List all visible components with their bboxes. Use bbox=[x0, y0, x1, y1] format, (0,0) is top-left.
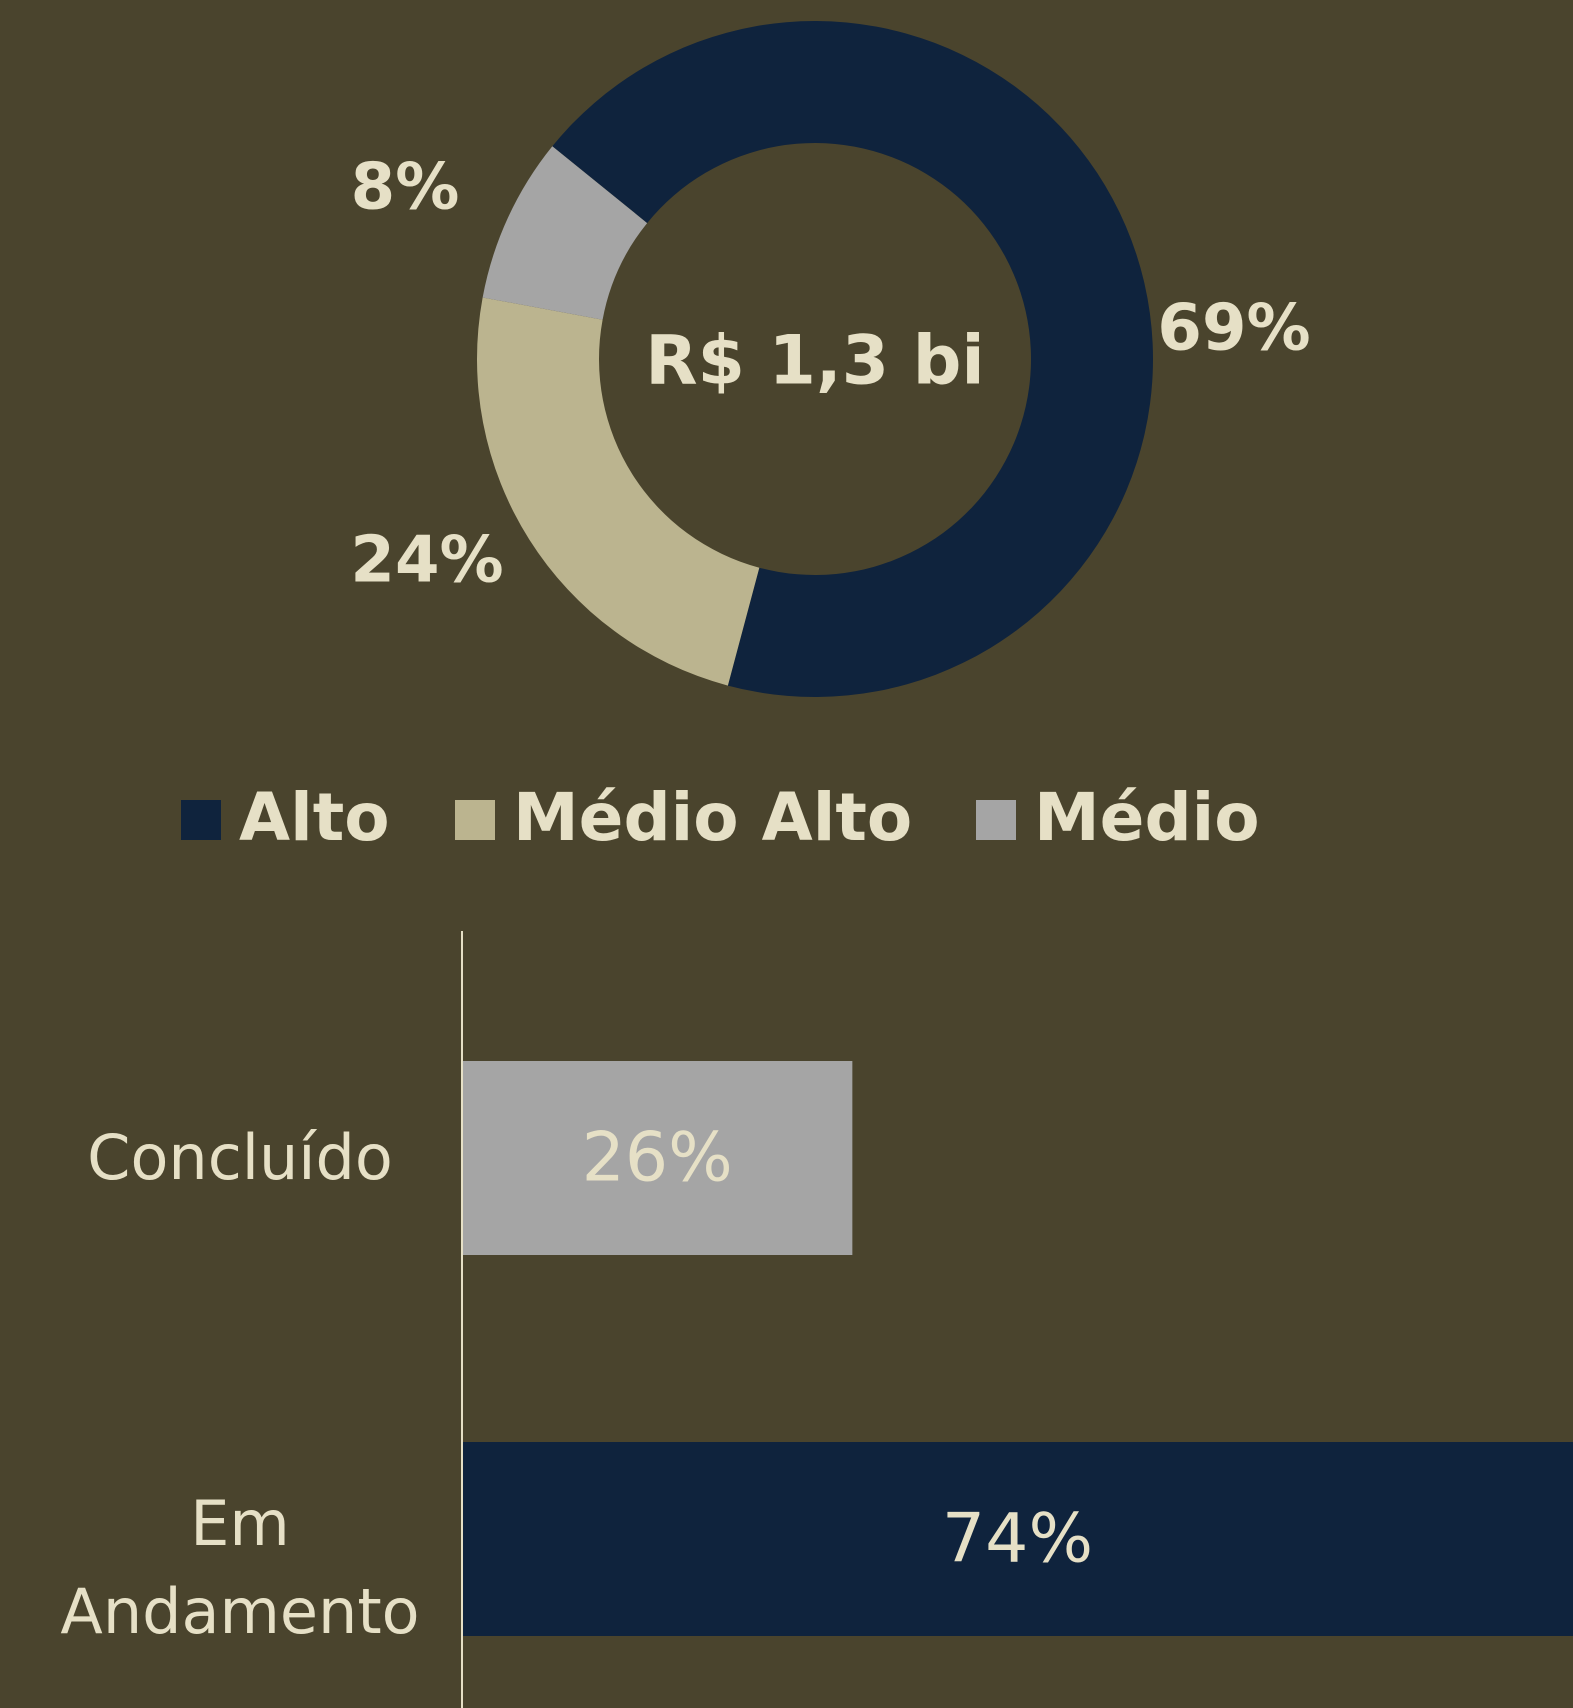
data-label: 69% bbox=[1157, 292, 1310, 366]
data-label: 8% bbox=[351, 151, 460, 225]
legend-label: Médio Alto bbox=[513, 779, 912, 856]
donut-slice bbox=[476, 297, 760, 686]
legend-label: Médio bbox=[1034, 779, 1260, 856]
legend-swatch bbox=[181, 800, 221, 840]
data-label: 26% bbox=[582, 1119, 733, 1198]
bar bbox=[462, 1442, 1573, 1636]
center-label: R$ 1,3 bi bbox=[645, 322, 984, 401]
bar bbox=[462, 1061, 853, 1255]
data-label: 24% bbox=[350, 524, 503, 598]
category-label: Concluído bbox=[87, 1121, 393, 1194]
data-label: 74% bbox=[942, 1500, 1093, 1579]
donut-slice bbox=[552, 21, 1154, 698]
legend-swatch bbox=[976, 800, 1016, 840]
legend-swatch bbox=[455, 800, 495, 840]
legend-label: Alto bbox=[239, 779, 390, 856]
donut-slice bbox=[482, 146, 648, 320]
category-label: Em Andamento bbox=[60, 1487, 420, 1648]
